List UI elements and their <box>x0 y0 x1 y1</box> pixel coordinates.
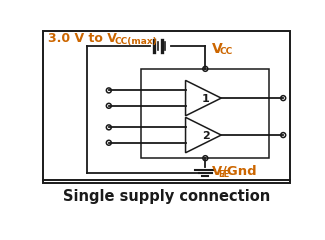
Text: CC(max): CC(max) <box>114 37 157 46</box>
Text: 3.0 V to V: 3.0 V to V <box>48 32 117 45</box>
Text: Single supply connection: Single supply connection <box>63 189 271 204</box>
Bar <box>43 31 290 183</box>
Text: 2: 2 <box>202 131 210 141</box>
Bar <box>141 69 269 158</box>
Text: V: V <box>212 165 222 178</box>
Text: V: V <box>212 42 222 56</box>
Text: /Gnd: /Gnd <box>222 165 257 178</box>
Text: 1: 1 <box>202 94 210 104</box>
Text: EE: EE <box>218 170 230 179</box>
Text: CC: CC <box>219 48 232 56</box>
